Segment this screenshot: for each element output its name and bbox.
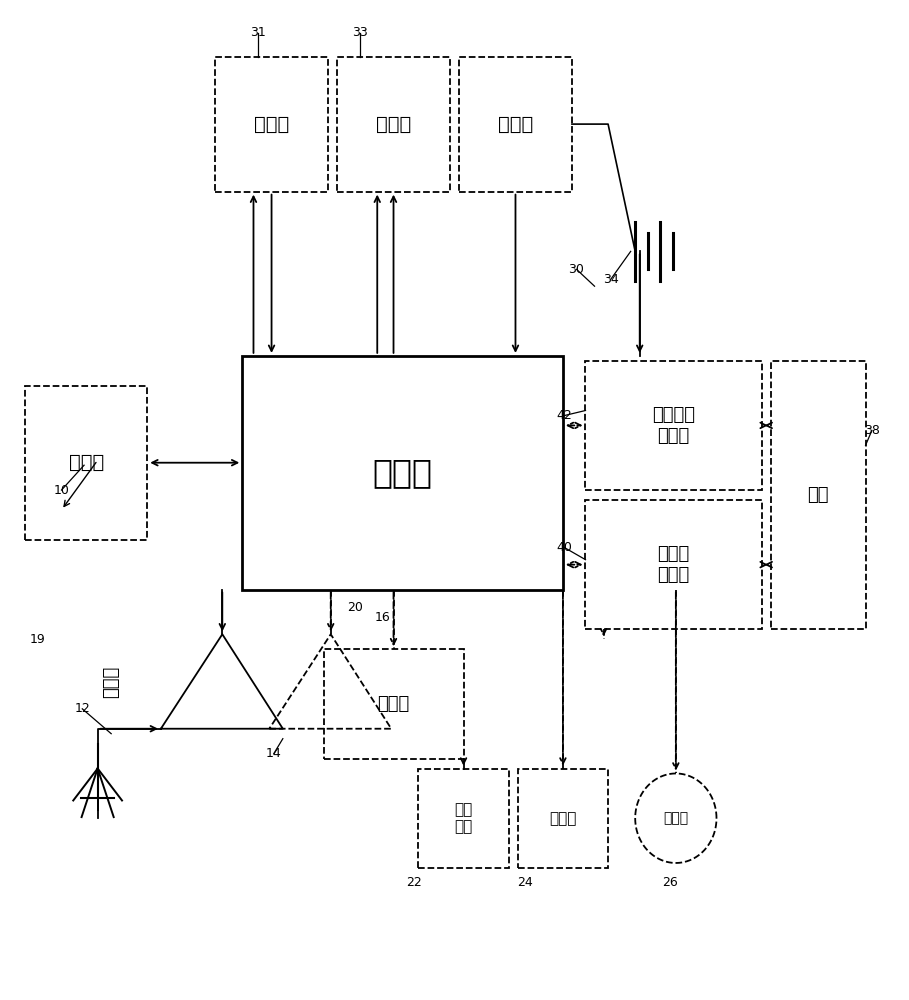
Bar — [25, 386, 147, 540]
Text: 20: 20 — [347, 601, 363, 614]
Text: 40: 40 — [557, 541, 573, 554]
Bar — [242, 356, 563, 589]
Text: 24: 24 — [517, 876, 533, 889]
Text: 非易失性
存储器: 非易失性 存储器 — [652, 406, 695, 445]
Text: 传感器: 传感器 — [254, 115, 289, 134]
Text: 19: 19 — [29, 633, 45, 646]
Bar — [337, 57, 450, 192]
Bar — [518, 768, 608, 868]
Bar — [324, 649, 464, 759]
Bar — [215, 57, 328, 192]
Text: 处理器: 处理器 — [373, 456, 433, 489]
Text: 小键盘: 小键盘 — [498, 115, 533, 134]
Bar — [459, 57, 572, 192]
Bar — [585, 500, 762, 629]
Text: 30: 30 — [568, 263, 584, 276]
Text: 发射器: 发射器 — [102, 665, 120, 698]
Text: 显示器: 显示器 — [376, 115, 411, 134]
Text: 扬声器: 扬声器 — [549, 811, 576, 826]
Text: 33: 33 — [352, 26, 367, 39]
Text: 检测
装置: 检测 装置 — [454, 802, 473, 834]
Bar — [771, 361, 865, 629]
Text: 14: 14 — [266, 747, 282, 760]
Text: 31: 31 — [251, 26, 266, 39]
Text: 换能器: 换能器 — [69, 453, 104, 472]
Text: 接收器: 接收器 — [377, 695, 410, 713]
Text: 12: 12 — [75, 702, 90, 715]
Text: 易失性
存储器: 易失性 存储器 — [657, 545, 690, 584]
Text: 10: 10 — [54, 484, 69, 497]
Text: 16: 16 — [375, 611, 390, 624]
Text: 38: 38 — [864, 424, 880, 437]
Bar — [585, 361, 762, 490]
Text: 34: 34 — [603, 273, 619, 286]
Text: 22: 22 — [406, 876, 422, 889]
Text: 总线: 总线 — [807, 486, 829, 504]
Text: 26: 26 — [662, 876, 677, 889]
Text: 42: 42 — [557, 409, 573, 422]
Bar — [418, 768, 509, 868]
Text: 扫描仪: 扫描仪 — [664, 811, 688, 825]
